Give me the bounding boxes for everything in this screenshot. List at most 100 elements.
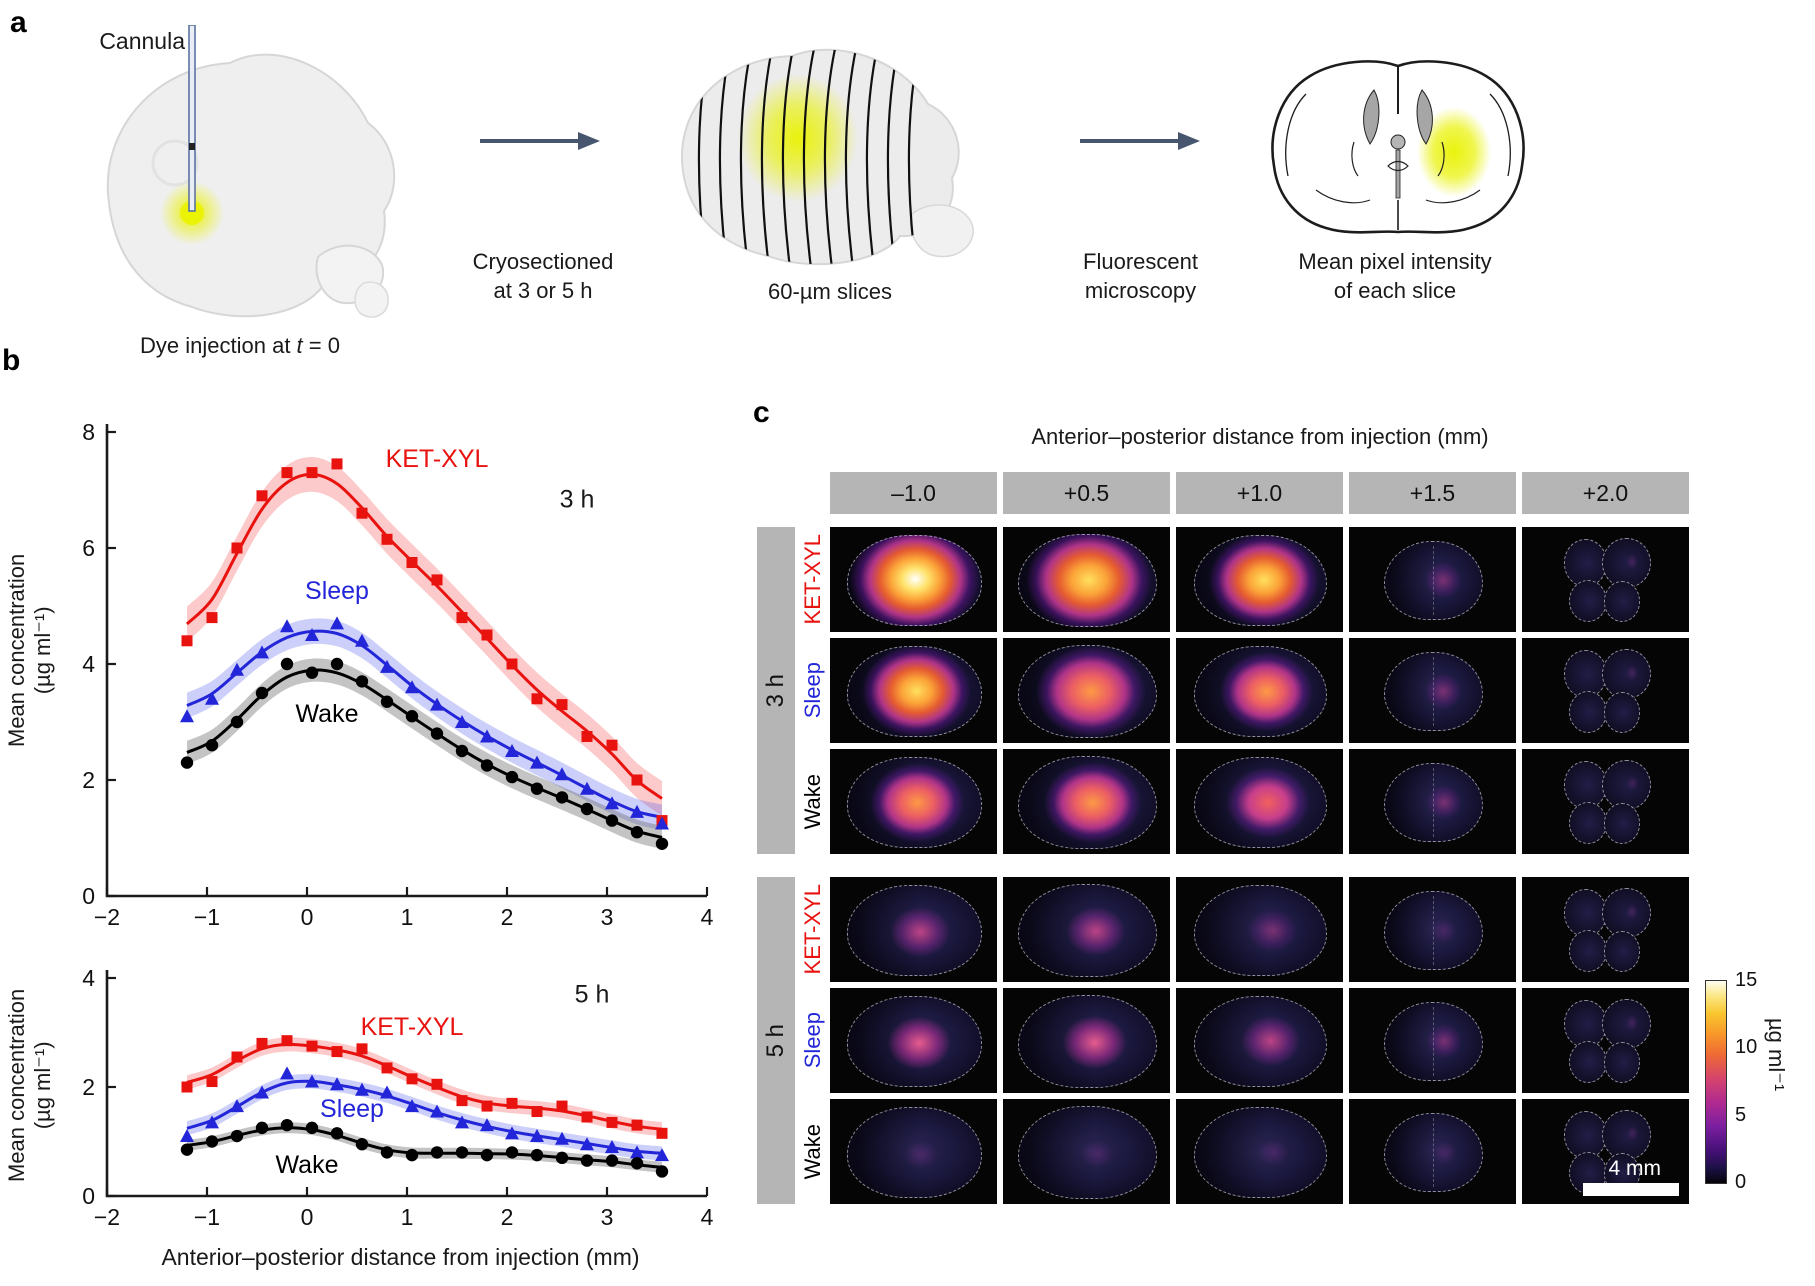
row-label: Wake	[795, 1099, 830, 1204]
arrow-1-icon	[480, 132, 600, 150]
cerebellum-lobe	[1569, 579, 1608, 622]
brain-slice	[1018, 645, 1157, 738]
cerebellum-lobe	[1569, 1040, 1608, 1083]
markers-Sleep	[180, 616, 669, 830]
brain-slice-cell	[1522, 749, 1689, 854]
cannula-label: Cannula	[99, 28, 185, 54]
colorbar-tick-label: 0	[1735, 1171, 1747, 1193]
scale-bar	[1583, 1183, 1679, 1196]
brain-slice	[1384, 1112, 1483, 1193]
brain-slice	[1384, 1001, 1483, 1082]
brain-slice-cell	[1349, 988, 1516, 1093]
brain-slice	[846, 757, 983, 848]
time-block-5h: 5 h KET-XYL Sleep Wake 4 mm	[757, 877, 1690, 1204]
brain-slice-cell	[1349, 877, 1516, 982]
series-label-Wake: Wake	[296, 700, 359, 728]
cerebellum-slice	[1562, 759, 1651, 844]
colorbar-unit-text: µg ml⁻¹	[1764, 1018, 1789, 1092]
y-tick-label: 0	[82, 883, 95, 909]
brain-slice	[1384, 890, 1483, 971]
confidence-band-Wake	[187, 658, 662, 849]
ventricle-right	[1416, 89, 1433, 145]
brain-slice	[1018, 1106, 1157, 1199]
cerebellum-lobe	[1602, 759, 1651, 811]
brain-slice	[846, 996, 983, 1087]
hypothalamic-detail	[1387, 160, 1409, 172]
brain-slice-cell	[830, 749, 997, 854]
chart-5h-svg: −2 −1 0 1 2 3 4 0 2 4 KET-XYL Sleep Wake 5 h	[82, 965, 713, 1230]
hippocampus-right	[1425, 189, 1481, 204]
colorbar: 15 10 5 0 µg ml⁻¹	[1705, 969, 1789, 1193]
panel-c-title: Anterior–posterior distance from injecti…	[1031, 424, 1489, 449]
cerebellum-lobe	[1602, 648, 1651, 700]
y-tick-label: 4	[82, 965, 95, 991]
concentration-chart-5h: −2 −1 0 1 2 3 4 0 2 4 KET-XYL Sleep Wake 5 h	[80, 955, 760, 1252]
brain-slice-cell	[1349, 638, 1516, 743]
cannula	[188, 25, 196, 212]
ventricle-left	[1363, 89, 1380, 145]
confidence-band-KET-XYL	[187, 1037, 662, 1137]
brain-slice-cell	[1003, 638, 1170, 743]
brain-slice	[1384, 540, 1483, 621]
brain-slice-cell	[1003, 1099, 1170, 1204]
ventral-stalk	[1395, 149, 1401, 199]
slice-cell-grid: 4 mm	[830, 877, 1689, 1204]
x-tick-label: 3	[601, 1204, 614, 1230]
markers-KET-XYL	[181, 458, 668, 827]
cerebellum-slice	[1562, 887, 1651, 972]
brain-slice-cell	[1176, 1099, 1343, 1204]
row-label-text: Wake	[799, 1123, 825, 1180]
row-label-text: Sleep	[799, 662, 825, 719]
brain-slice-cell	[1003, 527, 1170, 632]
brainstem	[354, 281, 389, 318]
brain-slice	[1194, 535, 1327, 626]
cerebellum-lobe	[1563, 650, 1608, 698]
brain-slice	[1018, 756, 1157, 849]
coronal-dye-blob	[1417, 107, 1491, 197]
slice-cell-grid	[830, 527, 1689, 854]
cerebellum-lobe	[1569, 690, 1608, 733]
series-label-KET-XYL: KET-XYL	[361, 1013, 464, 1041]
cerebellum-lobe	[1563, 889, 1608, 937]
step3-caption: Mean pixel intensity of each slice	[1240, 248, 1550, 305]
markers-Wake	[180, 1118, 669, 1178]
brain-slice	[1384, 651, 1483, 732]
column-header-row: –1.0 +0.5 +1.0 +1.5 +2.0	[830, 472, 1690, 514]
brain-slice	[1194, 646, 1327, 737]
ylabel-line2b: (µg ml⁻¹)	[31, 1041, 57, 1129]
cerebellum-lobe	[1602, 887, 1651, 939]
brain-slice	[1018, 534, 1157, 627]
panel-b-label: b	[2, 344, 21, 377]
colorbar-tick-label: 5	[1735, 1103, 1747, 1126]
cannula-mark	[189, 143, 195, 150]
arrow-2-icon	[1080, 132, 1200, 150]
coronal-slice-illustration	[1271, 60, 1525, 234]
row-label: Sleep	[795, 988, 830, 1093]
markers-Sleep	[180, 1066, 669, 1162]
third-ventricle	[1390, 134, 1406, 150]
y-axis-label-5h: Mean concentration (µg ml⁻¹)	[2, 955, 60, 1215]
cortex-arc-right	[1489, 93, 1511, 177]
x-tick-label: 3	[601, 904, 614, 930]
brain-slice-cell	[830, 1099, 997, 1204]
x-tick-label: −2	[94, 904, 120, 930]
x-tick-label: 2	[501, 1204, 514, 1230]
brain-slice-cell	[1176, 877, 1343, 982]
cerebellum-lobe	[1602, 1109, 1651, 1161]
fit-line-KET-XYL	[185, 472, 663, 800]
ylabel-line1: Mean concentration	[4, 553, 30, 747]
scale-bar-label: 4 mm	[1608, 1157, 1662, 1180]
confidence-band-Sleep	[187, 1074, 662, 1161]
brain-slice	[1194, 885, 1327, 976]
brain-slice-cell	[830, 988, 997, 1093]
x-axis-title: Anterior–posterior distance from injecti…	[161, 1244, 640, 1270]
brain-slice	[846, 1107, 983, 1198]
markers-Wake	[180, 657, 669, 850]
cerebellum-slice	[1562, 648, 1651, 733]
y-tick-label: 2	[82, 767, 95, 793]
x-tick-label: −1	[194, 904, 220, 930]
brain-slice-cell	[1176, 527, 1343, 632]
brain-slice-cell	[1349, 1099, 1516, 1204]
cerebellum-lobe	[1569, 929, 1608, 972]
time-bar-label: 3 h	[762, 673, 789, 708]
